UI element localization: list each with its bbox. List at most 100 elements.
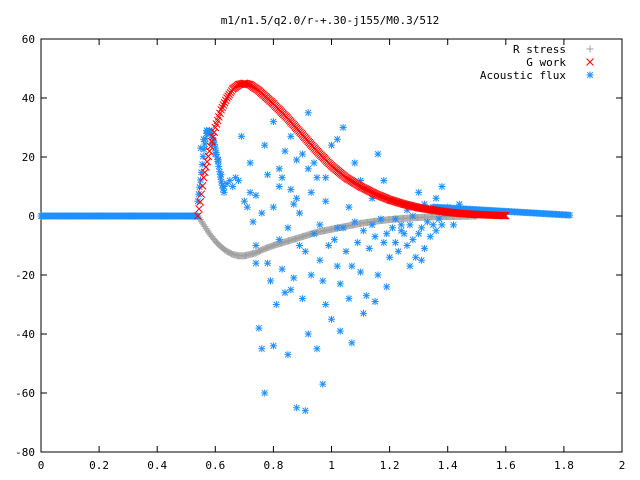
acoustic-flux-point (290, 274, 298, 282)
acoustic-flux-point (217, 171, 225, 179)
acoustic-flux-point (316, 221, 324, 229)
acoustic-flux-point (383, 230, 391, 238)
g-work-point (210, 128, 218, 137)
acoustic-flux-point (281, 289, 289, 297)
acoustic-flux-point (374, 150, 382, 158)
acoustic-flux-point (328, 315, 335, 323)
acoustic-flux-point (348, 339, 356, 347)
x-tick-label: 2 (619, 459, 626, 472)
legend-label: G work (526, 56, 566, 69)
acoustic-flux-point (275, 183, 283, 190)
acoustic-flux-point (310, 159, 318, 167)
acoustic-flux-point (403, 242, 411, 249)
acoustic-flux-point (198, 160, 206, 168)
acoustic-flux-point (264, 259, 272, 267)
acoustic-flux-point (249, 218, 257, 226)
y-tick-label: 20 (22, 151, 35, 164)
acoustic-flux-point (328, 141, 335, 149)
acoustic-flux-point (345, 295, 353, 303)
g-work-point (500, 211, 509, 220)
acoustic-flux-point (313, 345, 321, 353)
acoustic-flux-point (304, 165, 312, 173)
x-tick-label: 1.2 (380, 459, 400, 472)
acoustic-flux-point (386, 253, 394, 261)
g-work-point (219, 101, 228, 109)
acoustic-flux-point (269, 203, 277, 211)
acoustic-flux-point (240, 197, 248, 205)
axes: 0 0.2 0.4 0.6 0.8 1 1.2 1.4 1.6 1.8 2 -80 -60 -40 -20 0… (15, 33, 625, 472)
acoustic-flux-point (296, 209, 304, 217)
acoustic-flux-point (412, 253, 420, 261)
acoustic-flux-point (351, 218, 359, 226)
acoustic-flux-point (255, 324, 263, 332)
g-work-point (218, 103, 227, 112)
acoustic-flux-point (333, 262, 341, 270)
acoustic-flux-point (296, 242, 304, 249)
acoustic-flux-point (397, 221, 405, 229)
y-tick-label: 40 (22, 92, 35, 105)
acoustic-flux-point (252, 191, 260, 199)
acoustic-flux-point (307, 188, 315, 196)
legend-label: Acoustic flux (480, 69, 566, 82)
acoustic-flux-point (261, 141, 269, 149)
y-tick-label: -80 (15, 446, 35, 459)
g-work-point (197, 190, 206, 199)
acoustic-flux-point (246, 188, 254, 196)
r-stress-point (203, 226, 211, 234)
acoustic-flux-point (391, 239, 399, 247)
acoustic-flux-point (406, 262, 414, 270)
acoustic-flux-point (359, 227, 367, 235)
acoustic-flux-point (214, 156, 222, 164)
acoustic-flux-point (371, 233, 379, 241)
acoustic-flux-point (409, 236, 417, 244)
acoustic-flux-point (429, 221, 437, 229)
acoustic-flux-point (316, 256, 324, 264)
acoustic-flux-point (432, 194, 440, 202)
acoustic-flux-point (287, 286, 295, 294)
g-work-point (194, 212, 202, 220)
acoustic-flux-point (409, 212, 417, 220)
x-tick-label: 0.2 (89, 459, 109, 472)
acoustic-flux-point (406, 221, 414, 229)
acoustic-flux-point (301, 407, 309, 415)
acoustic-flux-point (237, 132, 245, 140)
acoustic-flux-point (374, 271, 382, 279)
acoustic-flux-point (199, 152, 207, 160)
acoustic-flux-point (196, 183, 204, 191)
series-g-work (194, 79, 510, 220)
acoustic-flux-point (348, 262, 356, 270)
acoustic-flux-point (252, 259, 260, 267)
acoustic-flux-point (281, 147, 289, 155)
acoustic-flux-point (336, 327, 344, 335)
acoustic-flux-point (304, 109, 312, 117)
x-tick-label: 0.4 (147, 459, 167, 472)
acoustic-flux-point (266, 277, 274, 285)
acoustic-flux-point (298, 150, 306, 158)
acoustic-flux-point (330, 236, 338, 244)
acoustic-flux-point (566, 211, 574, 219)
g-work-point (217, 105, 225, 114)
acoustic-flux-point (293, 404, 301, 412)
acoustic-flux-point (313, 174, 321, 182)
g-work-point (501, 211, 510, 220)
g-work-point (220, 98, 229, 107)
acoustic-flux-point (357, 268, 365, 276)
acoustic-flux-point (380, 239, 388, 247)
acoustic-flux-point (435, 215, 443, 223)
acoustic-flux-point (293, 156, 301, 164)
acoustic-flux-point (272, 301, 280, 308)
acoustic-flux-point (322, 301, 330, 308)
y-tick-label: 0 (28, 210, 35, 223)
acoustic-flux-point (200, 135, 208, 143)
x-tick-label: 0.8 (263, 459, 283, 472)
acoustic-flux-point (290, 200, 298, 208)
y-tick-label: 60 (22, 33, 35, 46)
acoustic-flux-point (319, 277, 327, 285)
acoustic-flux-point (394, 247, 402, 255)
acoustic-flux-point (293, 194, 301, 202)
acoustic-flux-point (275, 236, 283, 244)
acoustic-flux-point (220, 188, 228, 196)
acoustic-flux-point (418, 224, 426, 232)
